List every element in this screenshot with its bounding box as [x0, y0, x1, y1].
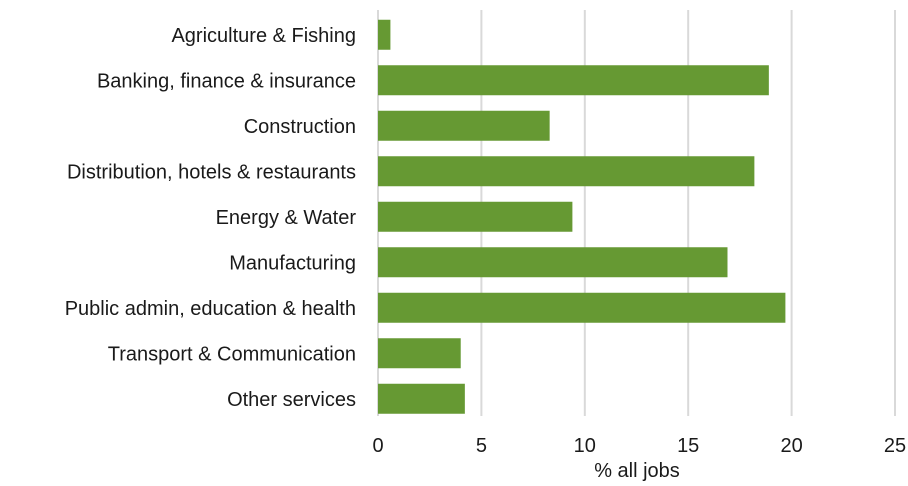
x-tick-label: 25: [884, 435, 906, 457]
bar: [378, 19, 391, 50]
bar: [378, 247, 728, 278]
category-label: Banking, finance & insurance: [97, 70, 356, 92]
bar: [378, 156, 755, 187]
x-tick-labels: 0 5 10 15 20 25: [372, 435, 906, 457]
x-tick-label: 0: [372, 435, 383, 457]
bar: [378, 65, 769, 96]
category-label: Public admin, education & health: [65, 298, 356, 320]
category-label: Energy & Water: [216, 207, 357, 229]
category-label: Other services: [227, 389, 356, 411]
category-label: Agriculture & Fishing: [171, 25, 356, 47]
category-label: Construction: [244, 116, 356, 138]
category-labels: Agriculture & Fishing Banking, finance & …: [65, 25, 357, 411]
bar: [378, 338, 461, 369]
category-label: Manufacturing: [229, 252, 356, 274]
x-tick-label: 5: [476, 435, 487, 457]
bars: [378, 19, 786, 414]
x-tick-label: 20: [780, 435, 802, 457]
category-label: Transport & Communication: [108, 343, 356, 365]
x-tick-label: 10: [574, 435, 596, 457]
category-label: Distribution, hotels & restaurants: [67, 161, 356, 183]
bar: [378, 383, 465, 414]
bar: [378, 292, 786, 323]
bar: [378, 110, 550, 141]
x-axis-title: % all jobs: [594, 460, 680, 482]
bar: [378, 201, 573, 232]
x-tick-label: 15: [677, 435, 699, 457]
